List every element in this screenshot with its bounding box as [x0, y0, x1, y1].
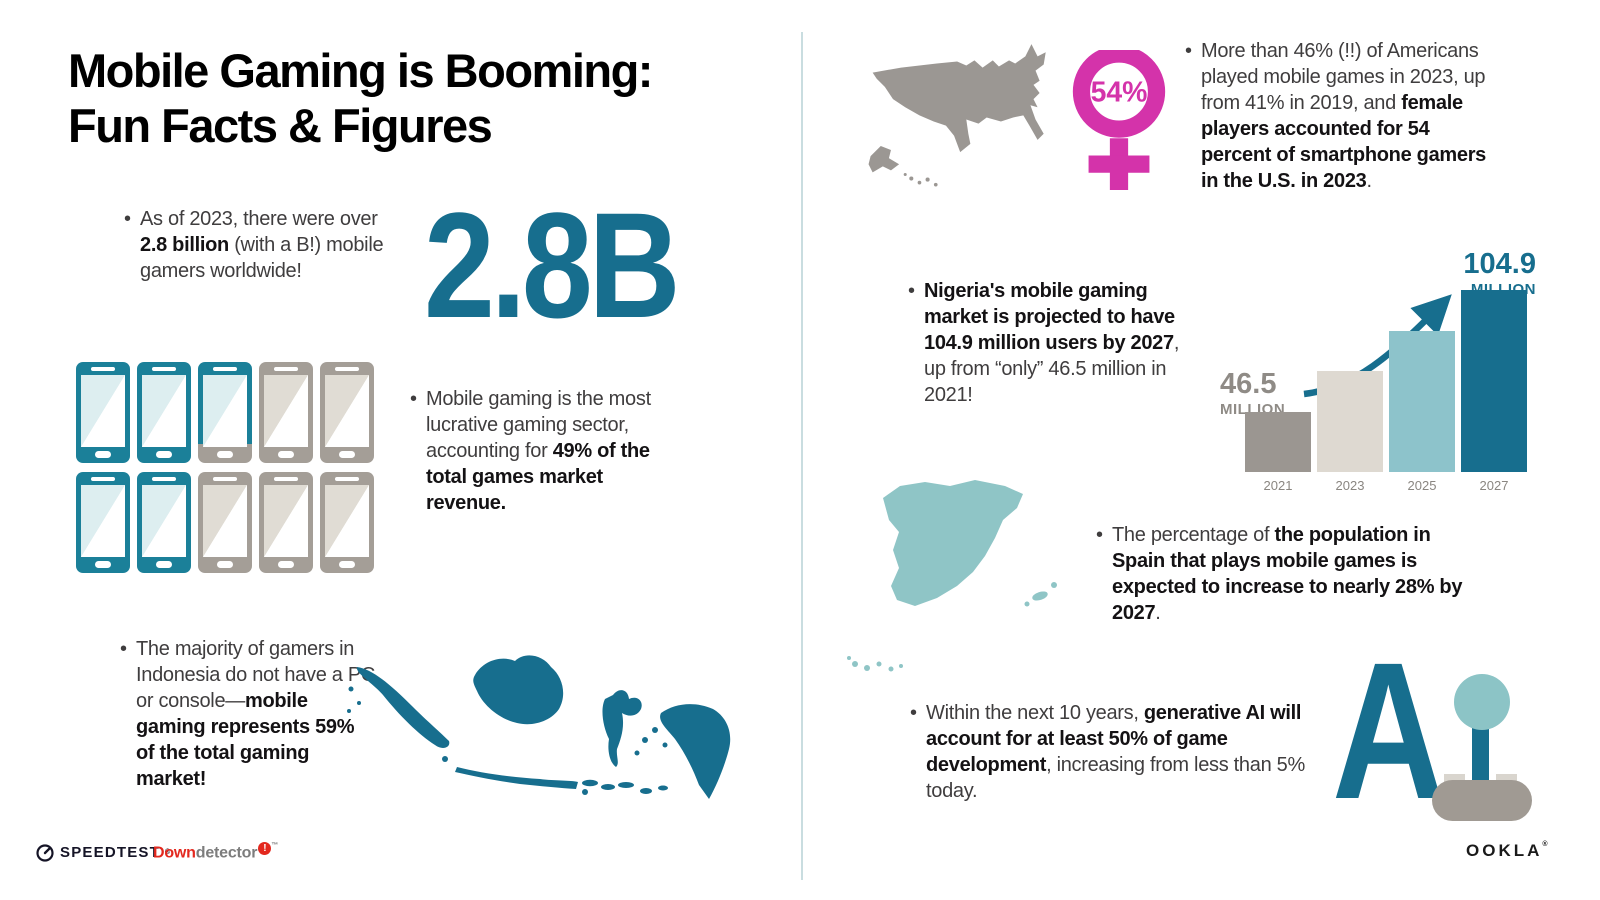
bar-group: 2021 2023 2025 2027 — [1245, 290, 1527, 493]
joystick-stick — [1472, 726, 1489, 788]
page-title: Mobile Gaming is Booming: Fun Facts & Fi… — [68, 44, 653, 152]
bullet: • — [124, 208, 131, 230]
phone-screen — [264, 375, 308, 447]
phone-icon-gray — [320, 472, 374, 573]
phone-screen — [142, 485, 186, 557]
badge-54-percent: 54% — [1091, 77, 1148, 109]
bar-axis-label-2021: 2021 — [1263, 478, 1293, 493]
bar-2025 — [1389, 331, 1455, 472]
fact-indonesia: • The majority of gamers in Indonesia do … — [120, 638, 376, 790]
downdetector-down: Down — [153, 844, 196, 862]
bullet: • — [1185, 40, 1192, 62]
phone-screen — [264, 485, 308, 557]
joystick-ball — [1454, 674, 1510, 730]
phone-speaker — [91, 367, 115, 371]
bar-axis-label-2027: 2027 — [1479, 478, 1509, 493]
bullet: • — [1096, 524, 1103, 546]
phone-screen — [81, 485, 125, 557]
bar-2021 — [1245, 412, 1311, 472]
letter-a: A — [1332, 622, 1445, 840]
phone-icon-gray — [259, 472, 313, 573]
bullet: • — [908, 280, 915, 302]
bar-axis-label-2025: 2025 — [1407, 478, 1437, 493]
phone-icon-teal — [137, 362, 191, 463]
fact-gamers-worldwide: • As of 2023, there were over 2.8 billion… — [124, 208, 384, 282]
joystick-base — [1432, 780, 1532, 821]
fact-spain: • The percentage of the population in Spa… — [1096, 524, 1463, 624]
joystick-button — [1496, 774, 1517, 783]
nigeria-bar-chart: 46.5 MILLION 104.9 MILLION 2021202320252… — [1220, 248, 1538, 494]
phone-speaker — [152, 477, 176, 481]
phone-screen — [142, 375, 186, 447]
big-stat-2-8b: 2.8B — [424, 181, 681, 349]
phone-home-button — [278, 561, 294, 568]
phone-home-button — [156, 561, 172, 568]
fact-generative-ai: • Within the next 10 years, generative AI… — [910, 702, 1305, 802]
phone-home-button — [95, 561, 111, 568]
fact-usa-players: • More than 46% (!!) of Americans played … — [1185, 40, 1487, 192]
column-divider — [801, 32, 803, 880]
bullet: • — [120, 638, 127, 660]
bullet: • — [410, 388, 417, 410]
ookla-logo: OOKLA® — [1466, 841, 1551, 860]
phone-screen — [203, 485, 247, 557]
phone-icon-gray — [259, 362, 313, 463]
phone-speaker — [91, 477, 115, 481]
phone-screen — [325, 375, 369, 447]
phone-home-button — [217, 451, 233, 458]
fact-nigeria: • Nigeria's mobile gaming market is proje… — [908, 280, 1180, 406]
bar-2027 — [1461, 290, 1527, 472]
phone-speaker — [274, 477, 298, 481]
bullet: • — [910, 702, 917, 724]
phone-screen — [325, 485, 369, 557]
speedtest-gauge-icon — [36, 844, 54, 862]
fact-revenue-share: • Mobile gaming is the most lucrative gam… — [410, 388, 651, 514]
downdetector-detector: detector — [195, 844, 258, 862]
female-symbol-icon: 54% — [1072, 50, 1166, 190]
phone-home-button — [217, 561, 233, 568]
phone-speaker — [213, 367, 237, 371]
ai-joystick-icon: A — [1332, 634, 1557, 829]
speedtest-logo: SPEEDTEST ® — [35, 842, 171, 862]
phone-home-button — [95, 451, 111, 458]
phone-grid — [76, 362, 374, 573]
downdetector-logo: Downdetector! ™ — [153, 842, 279, 862]
phone-home-button — [339, 561, 355, 568]
phone-speaker — [152, 367, 176, 371]
phone-screen — [203, 375, 247, 447]
phone-speaker — [213, 477, 237, 481]
downdetector-exclamation-icon: ! — [258, 842, 272, 855]
joystick-button — [1444, 774, 1465, 783]
phone-home-button — [156, 451, 172, 458]
phone-speaker — [274, 367, 298, 371]
phone-speaker — [335, 367, 359, 371]
spain-map-icon — [847, 480, 1057, 672]
phone-icon-split — [198, 362, 252, 463]
phone-icon-teal — [76, 362, 130, 463]
phone-screen — [81, 375, 125, 447]
phone-home-button — [339, 451, 355, 458]
phone-icon-teal — [76, 472, 130, 573]
bar-2023 — [1317, 371, 1383, 472]
indonesia-map-icon — [347, 655, 731, 799]
phone-home-button — [278, 451, 294, 458]
phone-icon-gray — [198, 472, 252, 573]
usa-map-icon — [868, 44, 1046, 187]
phone-icon-gray — [320, 362, 374, 463]
speedtest-wordmark: SPEEDTEST — [60, 843, 160, 861]
phone-speaker — [335, 477, 359, 481]
bar-axis-label-2023: 2023 — [1335, 478, 1365, 493]
phone-icon-teal — [137, 472, 191, 573]
